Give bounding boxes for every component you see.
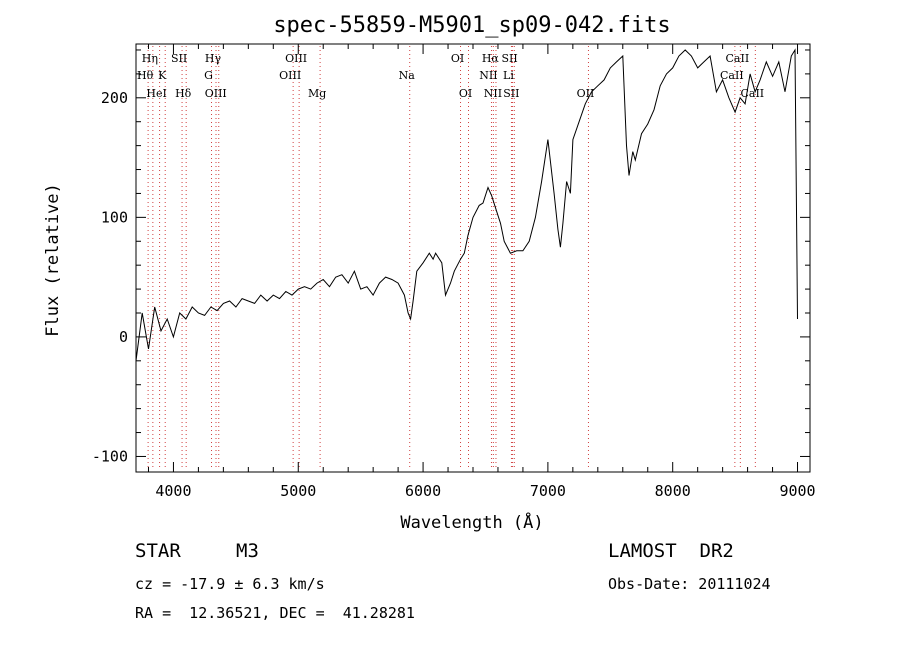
spectral-line-label: G (204, 69, 213, 82)
spectral-line-label: NII (479, 69, 497, 82)
y-tick-label: 200 (101, 89, 128, 107)
survey-name: LAMOST DR2 (608, 540, 734, 562)
spectral-line-label: CaII (720, 69, 744, 82)
spectral-line-label: Hγ (205, 52, 222, 65)
spectral-line-label: HeI (146, 87, 166, 100)
spectral-line-label: SII (171, 52, 187, 65)
spectral-line-label: Hθ (137, 69, 154, 82)
spectral-line-label: Hα (482, 52, 500, 65)
spectral-line-label: Hη (142, 52, 158, 65)
spectral-line-label: Hδ (175, 87, 192, 100)
spectral-line-label: OIII (285, 52, 307, 65)
spectral-line-label: OII (577, 87, 595, 100)
spectral-line-label: Mg (308, 87, 326, 100)
obs-date-text: Obs-Date: 20111024 (608, 575, 771, 593)
spectral-line-label: Li (503, 69, 514, 82)
plot-frame (135, 43, 811, 473)
object-subclass: M3 (236, 540, 259, 562)
y-axis-label: Flux (relative) (43, 183, 63, 337)
spectral-line-label: SII (501, 52, 517, 65)
y-axis-ticks: -100 0 100 200 (92, 49, 810, 465)
spectral-line-label: NII (484, 87, 502, 100)
spectral-line-label: OI (451, 52, 464, 65)
chart-title: spec-55859-M5901_sp09-042.fits (273, 13, 670, 38)
spectral-line-label: CaII (740, 87, 764, 100)
spectral-line-label: Na (399, 69, 416, 82)
x-tick-label: 5000 (280, 482, 316, 500)
y-tick-label: 0 (119, 328, 128, 346)
x-tick-label: 6000 (405, 482, 441, 500)
spectral-line-markers (147, 46, 756, 470)
spectral-line-label: OIII (279, 69, 301, 82)
spectral-line-label: OIII (205, 87, 227, 100)
x-tick-label: 8000 (655, 482, 691, 500)
spectrum-series (135, 48, 798, 361)
spectral-line-label: OI (459, 87, 472, 100)
x-tick-label: 7000 (530, 482, 566, 500)
x-tick-label: 4000 (155, 482, 191, 500)
spectral-line-label: CaII (726, 52, 750, 65)
spectral-line-label: SII (503, 87, 519, 100)
x-axis-ticks: 4000 5000 6000 7000 8000 9000 (147, 44, 816, 500)
object-class: STAR (135, 540, 181, 562)
y-tick-label: 100 (101, 208, 128, 226)
x-tick-label: 9000 (779, 482, 815, 500)
x-axis-label: Wavelength (Å) (400, 511, 543, 533)
redshift-text: cz = -17.9 ± 6.3 km/s (135, 575, 325, 593)
y-tick-label: -100 (92, 447, 128, 465)
coordinates-text: RA = 12.36521, DEC = 41.28281 (135, 604, 415, 622)
spectral-line-label: K (158, 69, 167, 82)
